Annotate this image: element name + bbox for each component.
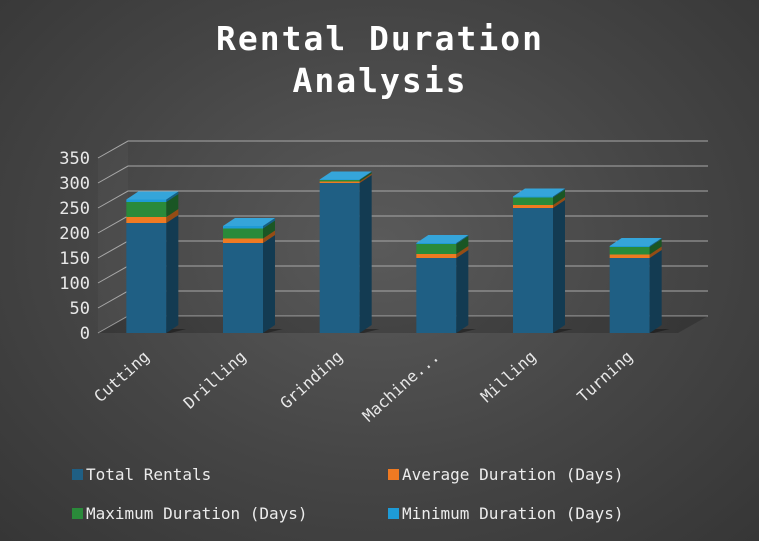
bar-side-average-duration-days xyxy=(649,246,662,258)
bar-minimum-duration-days xyxy=(609,246,650,247)
legend-label-average-duration-days: Average Duration (Days) xyxy=(402,465,624,484)
bar-stack-machine xyxy=(416,235,469,333)
bar-maximum-duration-days xyxy=(416,244,457,254)
bar-top-minimum-duration-days xyxy=(416,235,469,243)
bar-total-rentals xyxy=(609,258,650,333)
bar-side-total-rentals xyxy=(263,235,275,333)
plot-back-wall xyxy=(98,141,128,333)
y-tick-label: 200 xyxy=(59,224,90,244)
x-axis-categories: Cutting Drilling Grinding Machine... Milling… xyxy=(90,347,636,426)
x-tick-label: Grinding xyxy=(276,347,346,413)
gridline xyxy=(97,140,708,159)
legend-swatch-minimum-duration-days xyxy=(388,508,399,519)
chart-title-line-2: Analysis xyxy=(293,61,468,100)
y-tick-label: 300 xyxy=(59,174,90,194)
bar-total-rentals xyxy=(416,258,457,333)
y-tick-label: 100 xyxy=(59,274,90,294)
y-tick-label: 50 xyxy=(70,299,90,319)
y-axis-ticks: 0 50 100 150 200 250 300 350 xyxy=(59,149,90,344)
y-tick-label: 350 xyxy=(59,149,90,169)
bar-side-total-rentals xyxy=(166,215,179,333)
legend-label-maximum-duration-days: Maximum Duration (Days) xyxy=(86,504,308,523)
bar-side-average-duration-days xyxy=(359,173,372,183)
bar-side-minimum-duration-days xyxy=(649,238,662,247)
bar-side-maximum-duration-days xyxy=(553,189,565,205)
legend-swatch-total-rentals xyxy=(72,469,83,480)
gridline xyxy=(97,215,708,234)
bar-total-rentals xyxy=(319,183,360,333)
bar-side-minimum-duration-days xyxy=(166,191,179,202)
bar-side-total-rentals xyxy=(649,250,662,333)
bar-side-maximum-duration-days xyxy=(263,220,275,239)
bar-side-total-rentals xyxy=(359,175,372,333)
bar-average-duration-days xyxy=(223,238,263,243)
chart-title-line-1: Rental Duration xyxy=(216,19,544,58)
bar-average-duration-days xyxy=(319,181,360,183)
bar-maximum-duration-days xyxy=(223,228,263,239)
x-tick-label: Machine... xyxy=(359,347,443,426)
bar-top-minimum-duration-days xyxy=(223,218,275,226)
bar-stack-cutting xyxy=(126,191,179,333)
bar-side-maximum-duration-days xyxy=(456,236,469,254)
bar-side-average-duration-days xyxy=(263,230,275,243)
bar-average-duration-days xyxy=(126,217,167,223)
bar-minimum-duration-days xyxy=(319,179,360,180)
bar-top-minimum-duration-days xyxy=(609,238,662,246)
bar-stack-milling xyxy=(513,188,565,333)
bar-total-rentals xyxy=(513,208,553,333)
gridline xyxy=(97,165,708,184)
x-tick-label: Milling xyxy=(477,347,540,406)
side-wall xyxy=(98,141,128,333)
bar-total-rentals xyxy=(126,223,167,333)
bar-total-rentals xyxy=(223,243,263,333)
bar-top-minimum-duration-days xyxy=(319,171,372,180)
bar-side-average-duration-days xyxy=(456,246,469,258)
bar-side-minimum-duration-days xyxy=(359,171,372,180)
bar-stack-drilling xyxy=(223,218,275,333)
bar-side-minimum-duration-days xyxy=(263,218,275,229)
bar-average-duration-days xyxy=(416,254,457,258)
bar-average-duration-days xyxy=(513,205,553,208)
legend: Total Rentals Average Duration (Days) Maxi… xyxy=(72,465,624,523)
bar-side-total-rentals xyxy=(456,250,469,333)
y-tick-label: 0 xyxy=(80,324,90,344)
bar-maximum-duration-days xyxy=(609,247,650,255)
bar-side-average-duration-days xyxy=(553,197,565,208)
bar-side-minimum-duration-days xyxy=(456,235,469,244)
bar-side-maximum-duration-days xyxy=(649,239,662,255)
bar-top-minimum-duration-days xyxy=(513,188,565,197)
bar-maximum-duration-days xyxy=(319,180,360,182)
x-tick-label: Cutting xyxy=(90,347,153,406)
bar-minimum-duration-days xyxy=(416,243,457,244)
bar-minimum-duration-days xyxy=(126,199,167,202)
legend-swatch-average-duration-days xyxy=(388,469,399,480)
bar-side-maximum-duration-days xyxy=(359,172,372,182)
bar-series xyxy=(126,171,670,333)
y-tick-label: 150 xyxy=(59,249,90,269)
bar-maximum-duration-days xyxy=(126,202,167,217)
bar-top-minimum-duration-days xyxy=(126,191,179,200)
bar-stack-grinding xyxy=(319,171,372,333)
gridline xyxy=(97,190,708,209)
bar-average-duration-days xyxy=(609,254,650,258)
bar-side-minimum-duration-days xyxy=(553,188,565,198)
y-tick-label: 250 xyxy=(59,199,90,219)
bar-stack-turning xyxy=(609,238,662,333)
bar-minimum-duration-days xyxy=(513,196,553,198)
bar-minimum-duration-days xyxy=(223,226,263,229)
x-tick-label: Drilling xyxy=(180,347,250,413)
bar-side-total-rentals xyxy=(553,200,565,333)
legend-label-minimum-duration-days: Minimum Duration (Days) xyxy=(402,504,624,523)
x-tick-label: Turning xyxy=(574,347,637,406)
bar-maximum-duration-days xyxy=(513,197,553,205)
legend-label-total-rentals: Total Rentals xyxy=(86,465,211,484)
bar-side-average-duration-days xyxy=(166,209,179,223)
legend-swatch-maximum-duration-days xyxy=(72,508,83,519)
bar-side-maximum-duration-days xyxy=(166,194,179,217)
